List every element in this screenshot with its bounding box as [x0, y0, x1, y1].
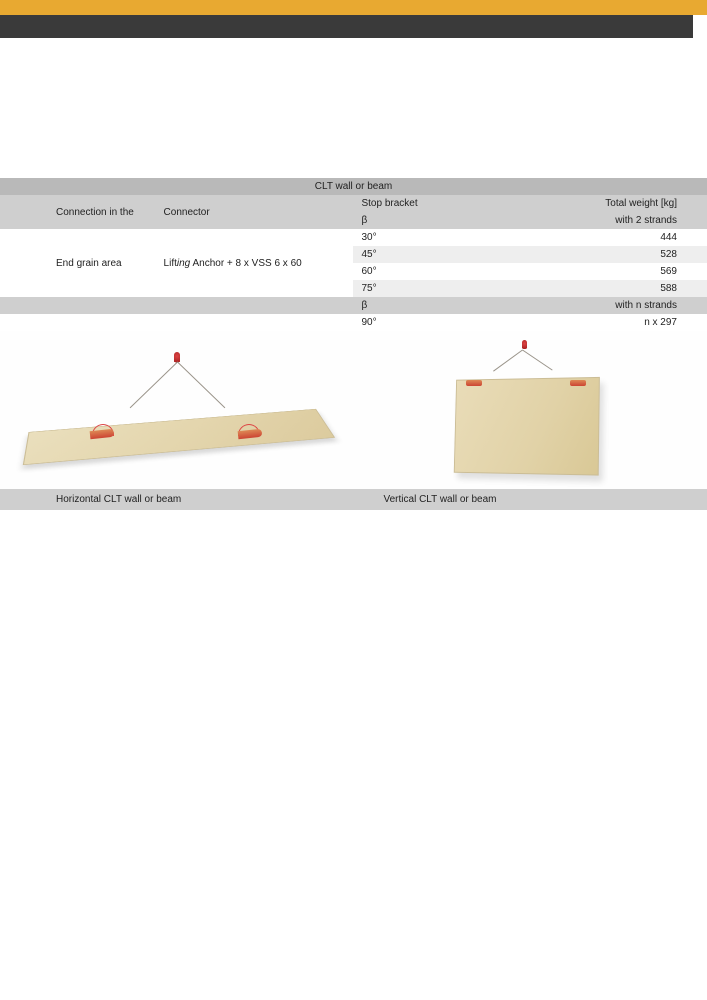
- value: 569: [509, 263, 707, 280]
- value: n x 297: [509, 314, 707, 331]
- figure-horizontal-caption: Horizontal CLT wall or beam: [0, 489, 354, 510]
- chain-icon: [177, 362, 225, 409]
- figure-horizontal-canvas: [0, 331, 354, 489]
- bearing-load-table: CLT wall or beam Connection in the Conne…: [0, 178, 707, 331]
- header-weight: Total weight [kg]: [509, 195, 707, 212]
- figure-horizontal: Horizontal CLT wall or beam: [0, 331, 354, 510]
- table-title-row: CLT wall or beam: [0, 178, 707, 195]
- accent-bar: [0, 0, 707, 15]
- figure-vertical-canvas: [354, 331, 707, 489]
- chain-icon: [493, 350, 523, 372]
- table-header-row: Connection in the Connector Stop bracket…: [0, 195, 707, 212]
- spacer-cell: [0, 297, 353, 314]
- dark-strip: [0, 15, 693, 38]
- connector-prefix: Lift: [164, 258, 177, 269]
- header-connection: Connection in the: [0, 195, 156, 229]
- connector-italic: ing: [177, 258, 190, 269]
- clt-board-icon: [454, 377, 600, 476]
- value: 444: [509, 229, 707, 246]
- figures-row: Horizontal CLT wall or beam Vertical CLT…: [0, 331, 707, 510]
- conn-value: End grain area: [0, 229, 156, 297]
- chain-icon: [522, 350, 552, 371]
- with-2-strands: with 2 strands: [509, 212, 707, 229]
- angle: 90°: [353, 314, 509, 331]
- spacer: [0, 38, 707, 178]
- value: 528: [509, 246, 707, 263]
- clt-board-icon: [23, 409, 335, 465]
- header-connector: Connector: [156, 195, 354, 229]
- vertical-panel-illustration: [430, 340, 630, 480]
- table-row: End grain area Lifting Anchor + 8 x VSS …: [0, 229, 707, 246]
- angle: 75°: [353, 280, 509, 297]
- chain-icon: [129, 362, 177, 409]
- angle: 30°: [353, 229, 509, 246]
- figure-vertical-caption: Vertical CLT wall or beam: [354, 489, 707, 510]
- header-stop: Stop bracket: [353, 195, 509, 212]
- value: 588: [509, 280, 707, 297]
- connector-suffix: Anchor + 8 x VSS 6 x 60: [190, 258, 301, 269]
- figure-vertical: Vertical CLT wall or beam: [354, 331, 707, 510]
- beta-row-nstrands: β with n strands: [0, 297, 707, 314]
- angle: 60°: [353, 263, 509, 280]
- angle: 45°: [353, 246, 509, 263]
- with-n-strands: with n strands: [509, 297, 707, 314]
- anchor-icon: [570, 380, 586, 386]
- beta-symbol: β: [353, 297, 509, 314]
- table-row-n: 90° n x 297: [0, 314, 707, 331]
- spacer-cell: [0, 314, 353, 331]
- connector-value: Lifting Anchor + 8 x VSS 6 x 60: [156, 229, 354, 297]
- horizontal-panel-illustration: [32, 350, 322, 470]
- anchor-icon: [466, 380, 482, 386]
- beta-symbol: β: [353, 212, 509, 229]
- table-title: CLT wall or beam: [0, 178, 707, 195]
